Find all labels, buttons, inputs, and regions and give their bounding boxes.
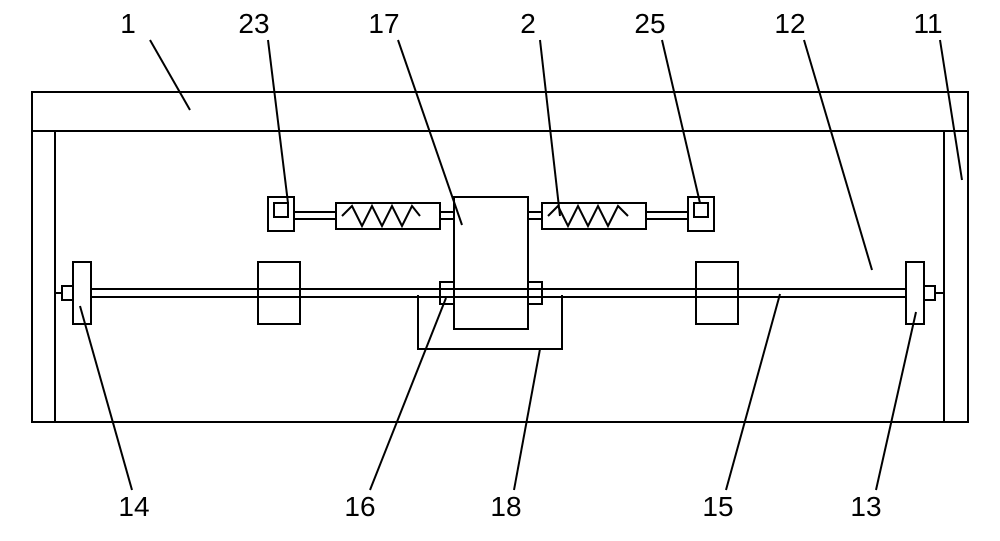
label-15: 15 — [702, 491, 733, 522]
label-2: 2 — [520, 8, 536, 39]
left-nut — [62, 286, 73, 300]
label-18: 18 — [490, 491, 521, 522]
label-25: 25 — [634, 8, 665, 39]
label-17: 17 — [368, 8, 399, 39]
leader-16 — [370, 298, 446, 490]
label-23: 23 — [238, 8, 269, 39]
leader-14 — [80, 306, 132, 490]
label-13: 13 — [850, 491, 881, 522]
left-spring — [342, 206, 420, 226]
leader-23 — [268, 40, 288, 203]
leader-1 — [150, 40, 190, 110]
left-hub — [440, 282, 454, 304]
right-nut — [924, 286, 935, 300]
left-pillar — [258, 262, 300, 324]
leader-12 — [804, 40, 872, 270]
right-hub — [528, 282, 542, 304]
leader-2 — [540, 40, 560, 216]
label-12: 12 — [774, 8, 805, 39]
central-block — [454, 197, 528, 329]
label-1: 1 — [120, 8, 136, 39]
leader-18 — [514, 349, 540, 490]
label-14: 14 — [118, 491, 149, 522]
label-16: 16 — [344, 491, 375, 522]
leader-17 — [398, 40, 462, 225]
right-pillar — [696, 262, 738, 324]
engineering-diagram: 1 23 17 2 25 12 11 14 16 18 15 13 — [0, 0, 1000, 541]
label-11: 11 — [913, 8, 942, 39]
leader-25 — [662, 40, 700, 203]
leader-13 — [876, 312, 916, 490]
outer-frame — [32, 92, 968, 422]
